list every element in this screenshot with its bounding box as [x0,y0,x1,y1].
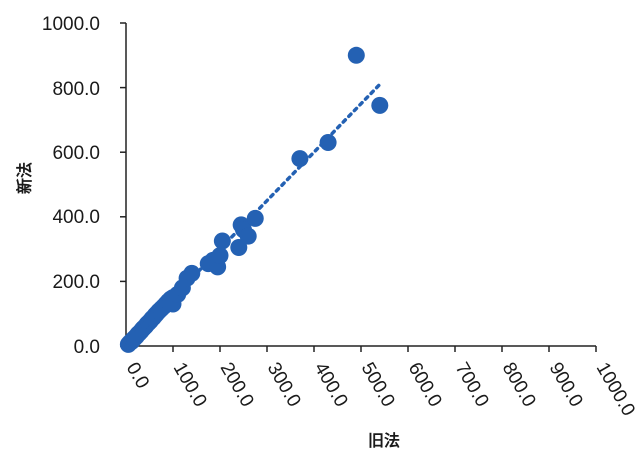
x-tick-label: 500.0 [357,359,399,411]
x-tick-label: 900.0 [545,359,587,411]
data-point [211,247,229,265]
x-axis-title: 旧法 [368,431,400,450]
y-tick-label: 200.0 [52,272,100,293]
x-tick-label: 1000.0 [592,359,639,420]
x-tick-label: 600.0 [404,359,446,411]
y-tick-label: 400.0 [52,207,100,228]
x-tick-label: 700.0 [451,359,493,411]
data-point [213,232,231,250]
data-points [119,46,389,353]
y-tick-label: 1000.0 [42,14,100,35]
x-tick-label: 800.0 [498,359,540,411]
data-point [183,264,201,282]
data-point [347,46,365,64]
y-tick-label: 0.0 [74,337,100,358]
x-tick-label: 200.0 [216,359,258,411]
data-point [239,227,257,245]
x-tick-label: 0.0 [122,359,153,392]
x-tick-label: 300.0 [263,359,305,411]
y-tick-label: 800.0 [52,79,100,100]
x-tick-label: 100.0 [169,359,211,411]
axes [120,22,597,352]
y-tick-label: 600.0 [52,143,100,164]
x-tick-labels: 0.0 100.0 200.0 300.0 400.0 500.0 600.0 … [122,359,639,420]
y-axis-title: 新法 [15,162,34,194]
data-point [291,150,309,168]
data-point [246,209,264,227]
data-point [230,238,248,256]
x-tick-label: 400.0 [310,359,352,411]
data-point [319,134,337,152]
data-point [371,96,389,114]
y-tick-labels: 0.0 200.0 400.0 600.0 800.0 1000.0 [42,14,100,358]
